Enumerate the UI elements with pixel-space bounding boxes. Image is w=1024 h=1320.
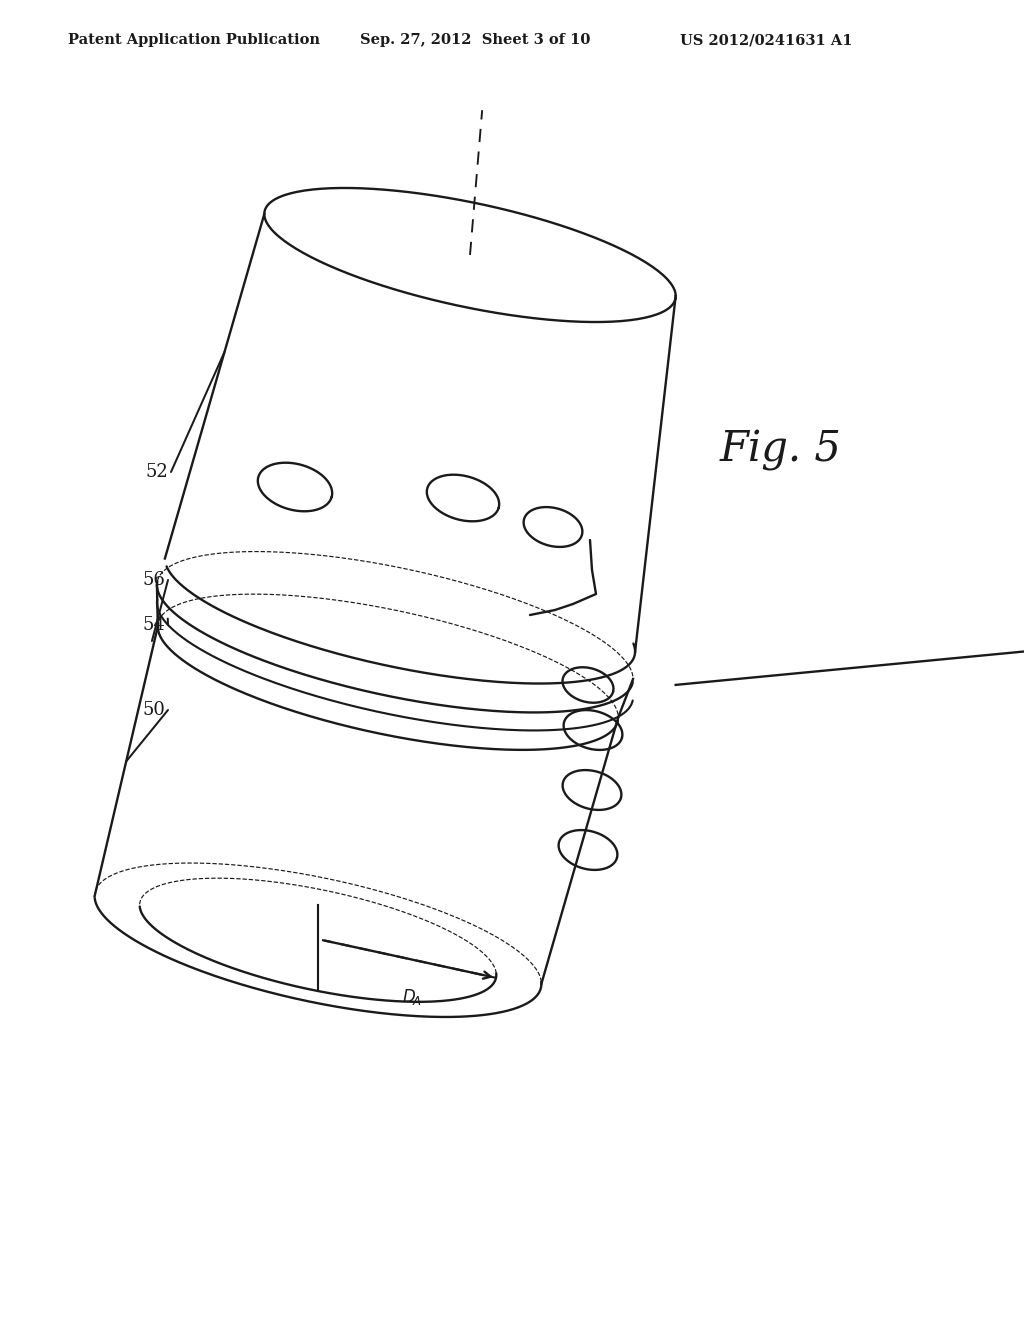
Text: Patent Application Publication: Patent Application Publication [68, 33, 319, 48]
Text: Fig. 5: Fig. 5 [720, 429, 842, 471]
Text: US 2012/0241631 A1: US 2012/0241631 A1 [680, 33, 853, 48]
Text: 54: 54 [142, 616, 165, 634]
Text: 52: 52 [145, 463, 168, 480]
Text: 50: 50 [142, 701, 165, 719]
Text: Sep. 27, 2012  Sheet 3 of 10: Sep. 27, 2012 Sheet 3 of 10 [360, 33, 591, 48]
Text: $D_{\!A}$: $D_{\!A}$ [402, 987, 422, 1007]
Text: 56: 56 [142, 572, 165, 589]
